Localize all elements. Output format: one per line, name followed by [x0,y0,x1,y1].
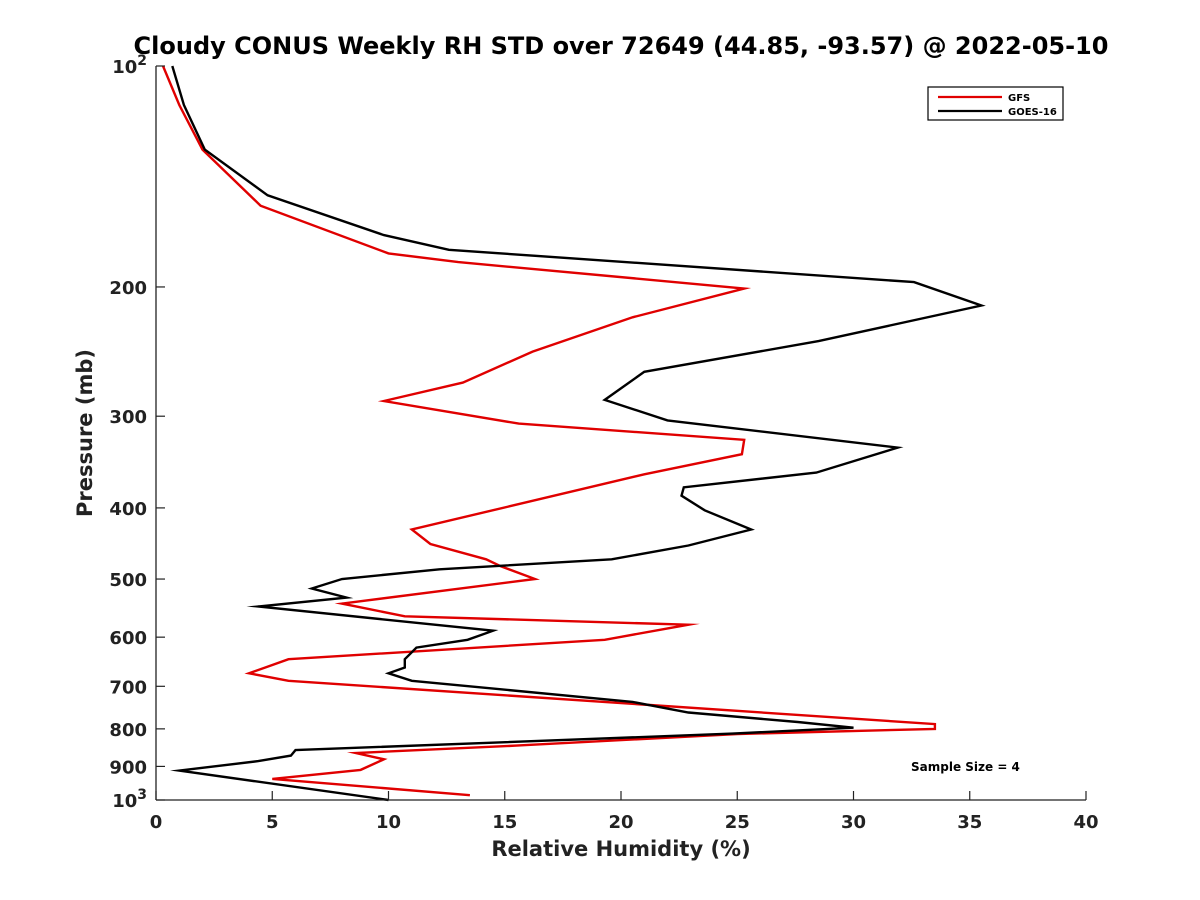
y-tick-label: 800 [109,720,147,741]
plot-background [156,66,1086,800]
x-tick-label: 0 [150,812,163,833]
legend-label-gfs: GFS [1008,93,1030,104]
sample-size-annotation: Sample Size = 4 [911,760,1020,774]
legend-box [927,86,1064,121]
chart-title: Cloudy CONUS Weekly RH STD over 72649 (4… [134,32,1109,60]
y-tick-label: 200 [109,278,147,299]
x-axis-label: Relative Humidity (%) [491,837,750,861]
y-tick-label: 400 [109,499,147,520]
series-line-goes-16 [170,65,986,802]
y-axis-ticks: 102 200 300 400 500 600 700 800 900 103 [109,53,165,812]
legend-label-goes16: GOES-16 [1008,107,1057,118]
x-tick-label: 5 [266,812,279,833]
y-tick-label: 102 [112,53,147,78]
series-lines [161,65,986,802]
x-tick-label: 20 [608,812,633,833]
y-tick-label: 700 [109,677,147,698]
y-axis-label: Pressure (mb) [73,349,97,517]
y-tick-label: 600 [109,628,147,649]
plot-area: 0 5 10 15 20 25 30 35 40 102 200 300 400 500 600 700 80… [109,53,1098,833]
y-tick-label: 103 [112,787,147,812]
x-tick-label: 10 [376,812,401,833]
legend: GFS GOES-16 [927,86,1064,121]
y-tick-label: 300 [109,407,147,428]
x-tick-label: 30 [841,812,866,833]
x-axis-ticks: 0 5 10 15 20 25 30 35 40 [150,791,1099,833]
x-tick-label: 40 [1073,812,1098,833]
x-tick-label: 25 [725,812,750,833]
x-tick-label: 15 [492,812,517,833]
y-tick-label: 500 [109,570,147,591]
y-tick-label: 900 [109,757,147,778]
x-tick-label: 35 [957,812,982,833]
